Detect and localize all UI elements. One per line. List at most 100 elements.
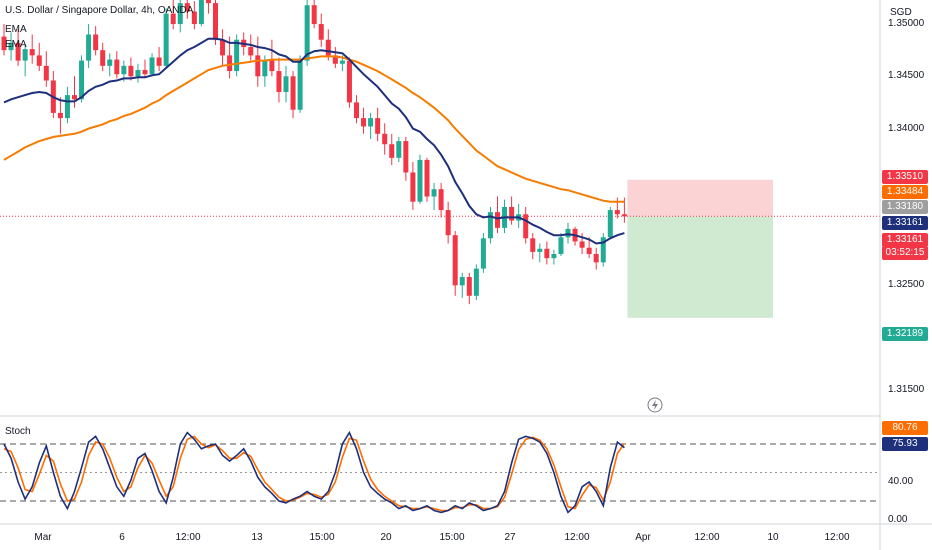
time-tick-label: 20: [380, 532, 392, 543]
candle-body: [396, 141, 402, 158]
candle-body: [593, 253, 599, 263]
price-tick-label: 1.34500: [888, 70, 925, 82]
candle-body: [325, 39, 331, 56]
stoch-value-tag: 75.93: [882, 437, 928, 451]
candle-body: [354, 102, 359, 119]
candle-body: [544, 248, 550, 259]
candle-body: [509, 206, 515, 221]
candle-body: [318, 24, 324, 40]
price-tag: 03:52:15: [882, 246, 928, 260]
candle-body: [361, 118, 367, 127]
candle-body: [220, 39, 226, 56]
candle-body: [177, 3, 183, 25]
candle-body: [142, 70, 148, 75]
candle-body: [149, 57, 155, 75]
stoch-tick-label: 40.00: [888, 476, 914, 487]
candle-body: [57, 112, 63, 119]
candle-body: [163, 13, 169, 66]
candle-body: [72, 95, 77, 100]
candle-body: [424, 159, 430, 197]
candle-body: [22, 49, 28, 61]
time-tick-label: 6: [119, 532, 125, 543]
candle-body: [332, 55, 338, 64]
time-tick-label: 12:00: [175, 532, 201, 543]
ema-fast-line: [3, 37, 625, 245]
candle-body: [205, 0, 211, 4]
candle-body: [121, 65, 127, 75]
price-tick-label: 1.32500: [888, 279, 925, 291]
candles-layer: [1, 0, 627, 305]
time-tick-label: Mar: [34, 532, 52, 543]
candle-body: [227, 55, 233, 72]
take-profit-zone[interactable]: [627, 216, 773, 318]
candle-body: [403, 141, 409, 173]
candle-body: [262, 60, 268, 77]
candle-body: [473, 268, 479, 296]
candle-body: [8, 42, 14, 51]
time-tick-label: 15:00: [439, 532, 465, 543]
candle-body: [480, 238, 486, 269]
candle-body: [29, 49, 35, 56]
candle-body: [445, 210, 451, 236]
candle-body: [346, 60, 352, 103]
candle-body: [551, 253, 557, 259]
candle-body: [410, 172, 416, 202]
candle-body: [86, 34, 92, 61]
stoch-pane[interactable]: [0, 430, 880, 514]
candle-body: [79, 60, 85, 100]
candle-body: [438, 189, 444, 211]
candle-body: [304, 5, 310, 61]
candle-body: [614, 210, 620, 215]
time-tick-label: Apr: [635, 532, 651, 543]
candle-body: [417, 159, 423, 202]
price-tag: 1.33510: [882, 170, 928, 184]
candle-body: [459, 276, 465, 286]
candle-body: [565, 228, 571, 238]
candle-body: [283, 76, 289, 92]
stoch-value-tag: 80.76: [882, 421, 928, 435]
currency-label: SGD: [890, 7, 912, 18]
candle-body: [452, 235, 458, 286]
price-tag: 1.33161: [882, 216, 928, 230]
price-tick-label: 1.31500: [888, 383, 925, 395]
stoch-d-line: [3, 435, 626, 512]
time-tick-label: 10: [767, 532, 779, 543]
candle-body: [495, 212, 500, 228]
price-tag: 1.33484: [882, 185, 928, 199]
candle-body: [248, 47, 254, 56]
candle-body: [184, 3, 190, 12]
candle-body: [156, 57, 162, 66]
indicator-label-ema-2[interactable]: EMA: [5, 39, 27, 50]
price-tag: 1.33180: [882, 200, 928, 214]
alert-icon[interactable]: [647, 397, 663, 413]
candle-body: [621, 214, 627, 217]
candle-body: [269, 60, 275, 72]
candle-body: [276, 71, 282, 92]
indicator-label-ema-1[interactable]: EMA: [5, 24, 27, 35]
candle-body: [15, 42, 21, 61]
symbol-title[interactable]: U.S. Dollar / Singapore Dollar, 4h, OAND…: [5, 5, 194, 16]
candle-body: [600, 237, 606, 263]
candle-body: [607, 210, 613, 238]
stoch-label[interactable]: Stoch: [5, 426, 31, 437]
candle-body: [530, 238, 536, 252]
price-tick-label: 1.34000: [888, 122, 925, 134]
candle-body: [523, 214, 529, 239]
time-tick-label: 13: [251, 532, 263, 543]
candle-body: [431, 189, 437, 197]
candle-body: [537, 248, 543, 252]
candle-body: [255, 55, 261, 77]
candle-body: [311, 5, 317, 25]
time-tick-label: 12:00: [564, 532, 590, 543]
candle-body: [368, 118, 374, 127]
candle-body: [382, 133, 388, 145]
candle-body: [100, 50, 106, 66]
candle-body: [375, 118, 381, 134]
stoch-tick-label: 0.00: [888, 514, 908, 525]
price-tick-label: 1.35000: [888, 18, 925, 30]
candle-body: [64, 95, 70, 119]
stop-loss-zone[interactable]: [627, 179, 773, 217]
candle-body: [191, 11, 197, 25]
